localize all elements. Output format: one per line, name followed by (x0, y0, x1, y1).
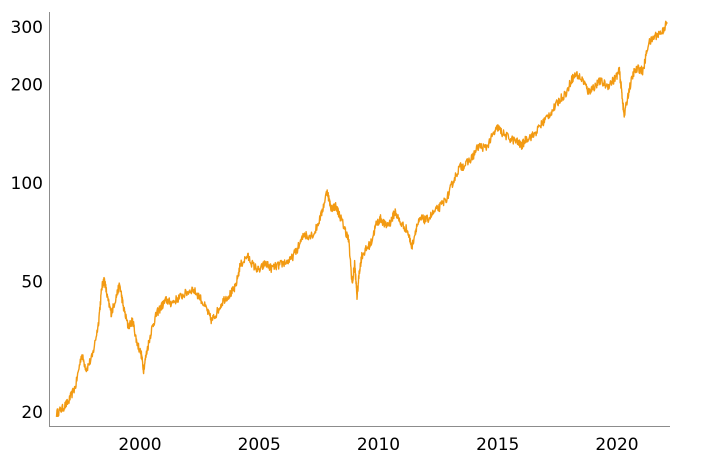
y-tick-label: 100 (11, 174, 43, 194)
y-tick-label: 200 (11, 76, 43, 96)
x-tick-label: 2010 (357, 435, 400, 455)
x-tick-label: 2020 (595, 435, 638, 455)
series-line (55, 20, 668, 417)
y-tick-label: 50 (21, 273, 43, 293)
x-tick-label: 2005 (238, 435, 281, 455)
y-tick-label: 20 (21, 403, 43, 423)
y-tick-label: 300 (11, 18, 43, 38)
y-axis-tick-labels: 20 50 100 200 300 (11, 18, 43, 423)
x-tick-label: 2000 (118, 435, 161, 455)
x-tick-label: 2015 (476, 435, 519, 455)
x-axis-tick-labels: 2000 2005 2010 2015 2020 (118, 435, 638, 455)
plot-area (55, 20, 668, 417)
